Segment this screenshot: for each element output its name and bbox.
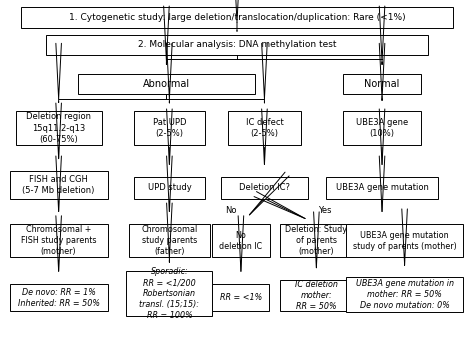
Text: Chromosomal +
FISH study parents
(mother): Chromosomal + FISH study parents (mother… xyxy=(21,225,96,256)
Text: UBE3A gene mutation in
mother: RR = 50%
De novo mutation: 0%: UBE3A gene mutation in mother: RR = 50% … xyxy=(356,279,454,310)
Text: UBE3A gene mutation
study of parents (mother): UBE3A gene mutation study of parents (mo… xyxy=(353,231,456,251)
Text: Normal: Normal xyxy=(365,79,400,89)
Bar xyxy=(212,284,269,311)
Bar xyxy=(221,177,308,198)
Text: IC deletion
mother:
RR = 50%: IC deletion mother: RR = 50% xyxy=(295,280,338,311)
Bar xyxy=(21,6,453,28)
Text: 1. Cytogenetic study: large deletion/translocation/duplication: Rare (<1%): 1. Cytogenetic study: large deletion/tra… xyxy=(69,13,405,22)
Text: No: No xyxy=(226,206,237,215)
Text: 2. Molecular analysis: DNA methylation test: 2. Molecular analysis: DNA methylation t… xyxy=(138,40,336,49)
Bar xyxy=(280,280,353,311)
Bar xyxy=(126,271,212,316)
Bar xyxy=(346,224,464,257)
Text: De novo: RR = 1%
Inherited: RR = 50%: De novo: RR = 1% Inherited: RR = 50% xyxy=(18,287,100,308)
Bar xyxy=(9,224,108,257)
Text: No
deletion IC: No deletion IC xyxy=(219,231,263,251)
Bar xyxy=(346,277,464,312)
Text: UPD study: UPD study xyxy=(147,183,191,192)
Text: Deletion: Study
of parents
(mother): Deletion: Study of parents (mother) xyxy=(285,225,347,256)
Bar xyxy=(343,74,421,94)
Bar xyxy=(228,111,301,145)
Bar xyxy=(134,111,205,145)
Bar xyxy=(343,111,421,145)
Bar xyxy=(211,224,270,257)
Bar xyxy=(9,171,108,198)
Text: Deletion region
15q11.2-q13
(60-75%): Deletion region 15q11.2-q13 (60-75%) xyxy=(26,112,91,144)
Bar xyxy=(9,284,108,311)
Bar xyxy=(134,177,205,198)
Bar xyxy=(78,74,255,94)
Bar xyxy=(129,224,210,257)
Bar xyxy=(280,224,353,257)
Text: UBE3A gene mutation: UBE3A gene mutation xyxy=(336,183,428,192)
Bar xyxy=(326,177,438,198)
Text: Chromosomal
study parents
(father): Chromosomal study parents (father) xyxy=(141,225,198,256)
Bar xyxy=(16,111,102,145)
Text: Abnormal: Abnormal xyxy=(143,79,190,89)
Text: Yes: Yes xyxy=(319,206,332,215)
Text: Sporadic:
RR = <1/200
Robertsonian
transl. (15;15):
RR = 100%: Sporadic: RR = <1/200 Robertsonian trans… xyxy=(139,267,200,320)
Text: Pat UPD
(2-5%): Pat UPD (2-5%) xyxy=(153,118,186,138)
Text: FISH and CGH
(5-7 Mb deletion): FISH and CGH (5-7 Mb deletion) xyxy=(22,175,95,195)
Text: RR = <1%: RR = <1% xyxy=(220,293,262,302)
Bar xyxy=(46,35,428,55)
Text: UBE3A gene
(10%): UBE3A gene (10%) xyxy=(356,118,408,138)
Text: Deletion IC?: Deletion IC? xyxy=(239,183,290,192)
Text: IC defect
(2-5%): IC defect (2-5%) xyxy=(246,118,283,138)
